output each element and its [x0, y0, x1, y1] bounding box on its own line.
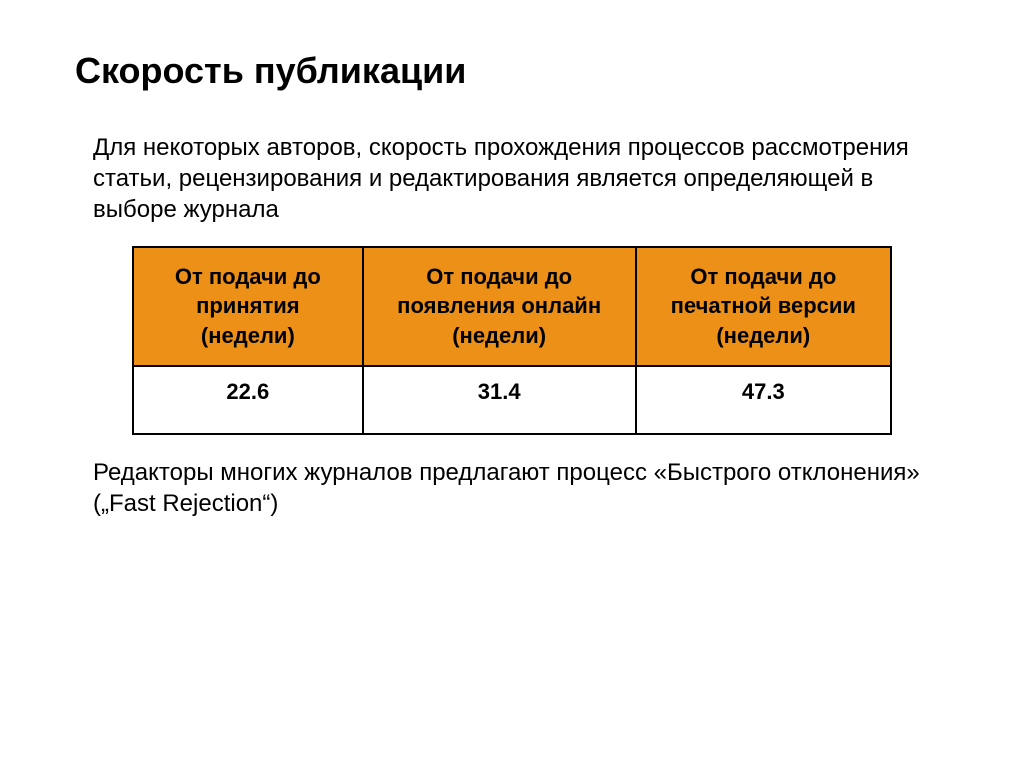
column-header-print: От подачи до печатной версии (недели) [636, 247, 891, 366]
cell-acceptance-weeks: 22.6 [133, 366, 363, 434]
cell-print-weeks: 47.3 [636, 366, 891, 434]
table-header-row: От подачи до принятия (недели) От подачи… [133, 247, 891, 366]
column-header-online: От подачи до появления онлайн (недели) [363, 247, 636, 366]
column-header-acceptance: От подачи до принятия (недели) [133, 247, 363, 366]
publication-speed-table: От подачи до принятия (недели) От подачи… [132, 246, 892, 435]
table-row: 22.6 31.4 47.3 [133, 366, 891, 434]
slide-title: Скорость публикации [75, 50, 949, 92]
intro-paragraph: Для некоторых авторов, скорость прохожде… [75, 132, 949, 226]
cell-online-weeks: 31.4 [363, 366, 636, 434]
footer-paragraph: Редакторы многих журналов предлагают про… [75, 457, 949, 519]
